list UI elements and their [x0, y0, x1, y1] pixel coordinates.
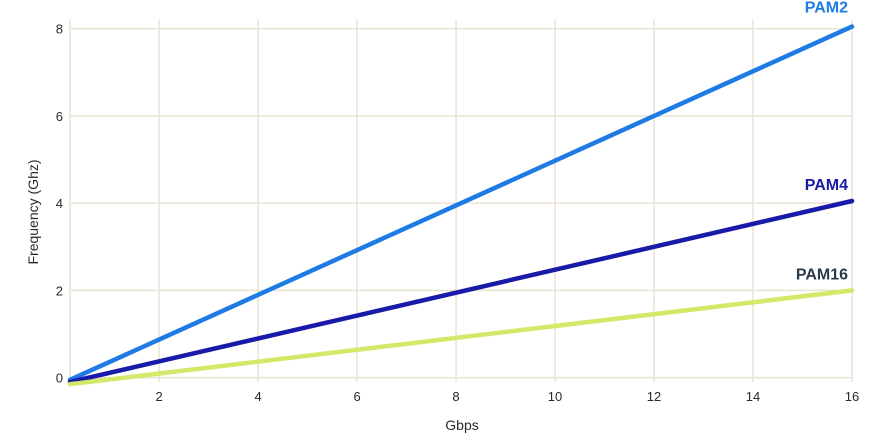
y-axis-title: Frequency (Ghz): [25, 159, 41, 264]
y-tick-label: 0: [56, 371, 63, 386]
x-tick-label: 14: [746, 389, 760, 404]
y-axis-ticks: 0 2 4 6 8: [56, 22, 63, 386]
x-axis-title: Gbps: [445, 417, 478, 433]
x-tick-label: 10: [548, 389, 562, 404]
x-axis-ticks: 2 4 6 8 10 12 14 16: [155, 389, 859, 404]
series-line-pam2: [67, 24, 855, 383]
y-tick-label: 8: [56, 22, 63, 37]
x-tick-label: 16: [845, 389, 859, 404]
y-tick-label: 2: [56, 283, 63, 298]
y-tick-label: 6: [56, 109, 63, 124]
x-tick-label: 12: [647, 389, 661, 404]
x-tick-label: 4: [254, 389, 261, 404]
series-label-pam16: PAM16: [796, 266, 848, 283]
x-tick-label: 2: [155, 389, 162, 404]
x-tick-label: 8: [452, 389, 459, 404]
series-lines: [67, 24, 855, 387]
y-tick-label: 4: [56, 196, 63, 211]
series-line-pam16: [67, 288, 855, 387]
series-labels: PAM2 PAM4 PAM16: [796, 0, 848, 283]
series-label-pam2: PAM2: [805, 0, 848, 17]
series-line-pam4: [67, 198, 855, 385]
x-tick-label: 6: [353, 389, 360, 404]
series-label-pam4: PAM4: [805, 177, 848, 194]
